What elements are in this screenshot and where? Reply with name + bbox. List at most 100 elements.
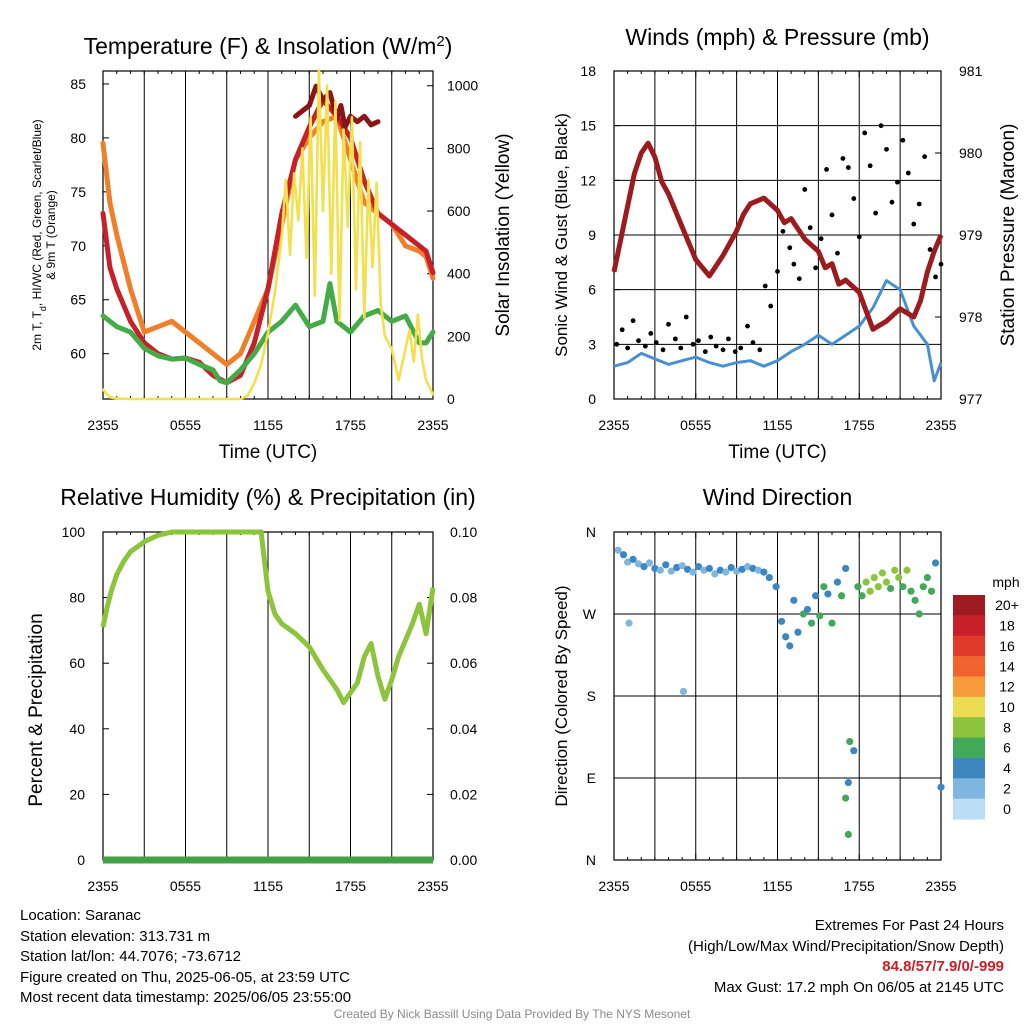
gust-point <box>905 170 911 176</box>
colorbar-swatch <box>953 676 985 698</box>
gust-point <box>702 349 708 355</box>
direction-point <box>656 566 664 574</box>
gust-point <box>824 167 829 172</box>
direction-point <box>711 570 719 578</box>
gust-point <box>796 276 802 282</box>
y-tick-label-right: 981 <box>959 63 983 79</box>
humidity-line <box>100 529 436 706</box>
gust-point <box>933 274 938 280</box>
direction-point <box>765 573 773 582</box>
direction-point <box>874 583 882 591</box>
direction-point <box>782 633 790 641</box>
x-tick-label: 1155 <box>253 417 283 433</box>
direction-point <box>862 578 870 586</box>
colorbar-swatch <box>953 798 985 820</box>
direction-point <box>733 567 741 575</box>
y-tick-label: 40 <box>69 721 85 737</box>
colorbar: mph 20+ 18 16 14 12 10 8 6 4 2 0 <box>953 574 1020 820</box>
y-tick-label-right: 0.08 <box>450 590 477 606</box>
x-tick-label: 2355 <box>87 417 118 433</box>
direction-point <box>640 563 648 571</box>
gust-point <box>829 212 835 218</box>
direction-point <box>678 562 686 570</box>
direction-point <box>891 566 899 574</box>
y-tick-label-right: 0.10 <box>450 524 477 540</box>
y-tick-label-right: 0.06 <box>450 655 477 671</box>
y-tick-label-right: 1000 <box>447 78 478 94</box>
gust-point <box>713 343 719 349</box>
x-tick-label: 2355 <box>925 878 956 894</box>
station-info: Location: Saranac Station elevation: 313… <box>20 906 351 1009</box>
direction-point <box>629 555 637 563</box>
y-axis-label: Sonic Wind & Gust (Blue, Black) <box>552 113 571 357</box>
direction-point <box>866 587 874 595</box>
credit-text: Created By Nick Bassill Using Data Provi… <box>333 1007 691 1021</box>
direction-point <box>903 566 911 574</box>
y-tick-label: N <box>586 852 596 868</box>
gust-point <box>791 261 797 267</box>
direction-point <box>722 568 730 576</box>
direction-point <box>833 578 842 586</box>
y-tick-label: 65 <box>70 292 86 308</box>
y-tick-label: 100 <box>62 524 86 540</box>
direction-point <box>911 596 919 604</box>
y-tick-label: 20 <box>69 786 85 802</box>
extremes-info: Extremes For Past 24 Hours (High/Low/Max… <box>688 916 1004 998</box>
gust-point <box>938 261 944 267</box>
gust-point <box>738 345 744 351</box>
gust-point <box>678 345 684 351</box>
direction-point <box>844 830 852 839</box>
gust-point <box>720 347 726 353</box>
gust-point <box>775 269 780 274</box>
y-tick-label-right: 400 <box>447 266 471 282</box>
series-line <box>100 281 436 386</box>
gust-point <box>813 265 819 271</box>
colorbar-swatch <box>953 737 985 759</box>
y-tick-label: 15 <box>580 118 596 134</box>
colorbar-swatch <box>953 635 985 657</box>
gust-point <box>666 321 671 327</box>
direction-point <box>689 568 697 576</box>
gust-point <box>757 347 763 353</box>
direction-point <box>820 583 828 591</box>
x-tick-label: 0555 <box>680 878 711 894</box>
y-axis-label: Percent & Precipitation <box>26 613 47 806</box>
x-tick-label: 0555 <box>170 417 201 433</box>
colorbar-label: 0 <box>1003 801 1011 817</box>
y-tick-label: 0 <box>588 391 596 407</box>
y-tick-label-right: 977 <box>959 391 983 407</box>
y-tick-label: 3 <box>588 336 596 352</box>
colorbar-label: 18 <box>999 618 1015 634</box>
location-text: Location: Saranac <box>20 907 141 924</box>
gust-point <box>884 146 889 152</box>
direction-point <box>842 794 850 802</box>
x-tick-label: 2355 <box>417 417 448 433</box>
y-tick-label-right: 0.00 <box>450 852 477 868</box>
y-axis-label: Direction (Colored By Speed) <box>552 585 571 806</box>
y-tick-label-right: 0.02 <box>450 786 477 802</box>
y-tick-label-right: 800 <box>447 140 471 156</box>
series-line <box>100 97 436 386</box>
x-tick-label: 0555 <box>680 417 711 433</box>
direction-point <box>614 546 622 554</box>
colorbar-swatch <box>953 696 985 718</box>
colorbar-swatch <box>953 778 985 800</box>
direction-point <box>777 617 786 625</box>
colorbar-label: 16 <box>999 638 1015 654</box>
direction-point <box>927 587 936 595</box>
created-text: Figure created on Thu, 2025-06-05, at 23… <box>20 968 350 986</box>
y-tick-label-right: 0 <box>447 391 455 407</box>
gust-point <box>787 245 793 251</box>
colorbar-label: 12 <box>999 679 1015 695</box>
chart-title: Winds (mph) & Pressure (mb) <box>625 24 929 50</box>
gust-point <box>889 199 895 205</box>
colorbar-label: 10 <box>999 699 1015 715</box>
extremes-subtitle: (High/Low/Max Wind/Precipitation/Snow De… <box>688 937 1004 955</box>
latlon-text: Station lat/lon: 44.7076; -73.6712 <box>20 948 242 965</box>
direction-point <box>705 564 713 573</box>
y-tick-label: E <box>587 770 596 786</box>
direction-point <box>837 592 846 600</box>
y-tick-label-right: 0.04 <box>450 721 477 737</box>
x-tick-label: 1755 <box>844 878 875 894</box>
